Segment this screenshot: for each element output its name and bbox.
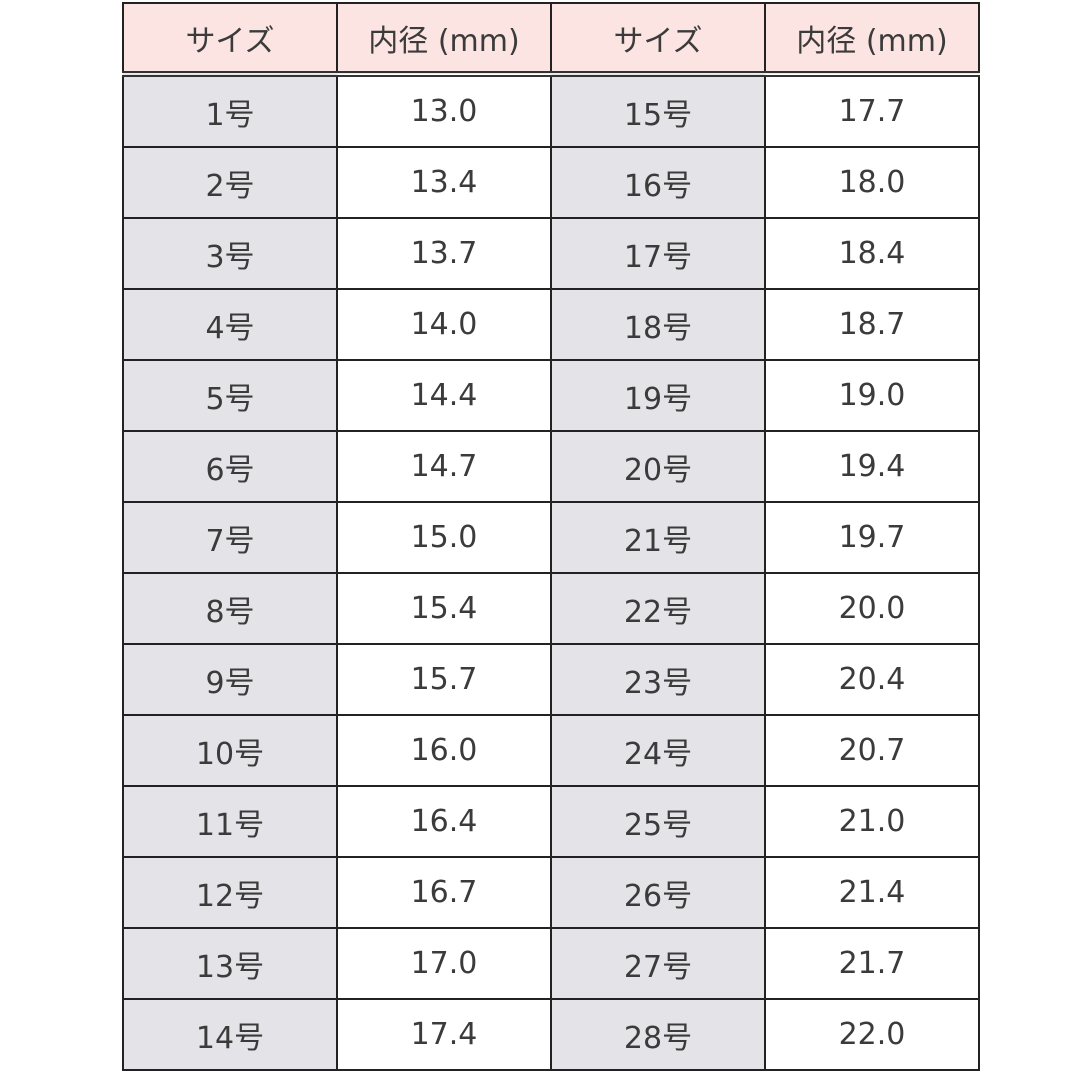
inner-diameter-cell: 19.4	[764, 430, 980, 503]
table-row: 9号 15.7 23号 20.4	[122, 643, 980, 716]
inner-diameter-cell: 15.7	[336, 643, 552, 716]
inner-diameter-cell: 13.7	[336, 217, 552, 290]
table-row: 6号 14.7 20号 19.4	[122, 430, 980, 503]
header-inner-diameter: 内径 (mm)	[336, 2, 552, 77]
inner-diameter-cell: 19.7	[764, 501, 980, 574]
inner-diameter-cell: 16.4	[336, 785, 552, 858]
size-cell: 26号	[550, 856, 766, 929]
table-row: 11号 16.4 25号 21.0	[122, 785, 980, 858]
inner-diameter-cell: 17.0	[336, 927, 552, 1000]
inner-diameter-cell: 14.4	[336, 359, 552, 432]
ring-size-table: サイズ 内径 (mm) サイズ 内径 (mm) 1号 13.0 15号 17.7 2号 1…	[122, 2, 980, 1071]
size-cell: 10号	[122, 714, 338, 787]
size-cell: 1号	[122, 73, 338, 148]
size-cell: 17号	[550, 217, 766, 290]
size-cell: 9号	[122, 643, 338, 716]
size-cell: 12号	[122, 856, 338, 929]
size-cell: 11号	[122, 785, 338, 858]
size-cell: 16号	[550, 146, 766, 219]
size-cell: 2号	[122, 146, 338, 219]
table-row: 8号 15.4 22号 20.0	[122, 572, 980, 645]
inner-diameter-cell: 21.0	[764, 785, 980, 858]
header-row: サイズ 内径 (mm) サイズ 内径 (mm)	[122, 2, 980, 77]
size-cell: 6号	[122, 430, 338, 503]
inner-diameter-cell: 18.7	[764, 288, 980, 361]
size-cell: 3号	[122, 217, 338, 290]
inner-diameter-cell: 20.7	[764, 714, 980, 787]
size-cell: 24号	[550, 714, 766, 787]
inner-diameter-cell: 21.4	[764, 856, 980, 929]
table-row: 12号 16.7 26号 21.4	[122, 856, 980, 929]
inner-diameter-cell: 14.7	[336, 430, 552, 503]
table-row: 2号 13.4 16号 18.0	[122, 146, 980, 219]
inner-diameter-cell: 15.0	[336, 501, 552, 574]
size-cell: 23号	[550, 643, 766, 716]
inner-diameter-cell: 20.4	[764, 643, 980, 716]
inner-diameter-cell: 16.7	[336, 856, 552, 929]
inner-diameter-cell: 21.7	[764, 927, 980, 1000]
size-cell: 22号	[550, 572, 766, 645]
inner-diameter-cell: 18.0	[764, 146, 980, 219]
inner-diameter-cell: 17.7	[764, 73, 980, 148]
size-cell: 28号	[550, 998, 766, 1071]
inner-diameter-cell: 15.4	[336, 572, 552, 645]
size-cell: 15号	[550, 73, 766, 148]
size-cell: 27号	[550, 927, 766, 1000]
size-cell: 14号	[122, 998, 338, 1071]
header-size: サイズ	[550, 2, 766, 77]
size-cell: 4号	[122, 288, 338, 361]
inner-diameter-cell: 16.0	[336, 714, 552, 787]
size-cell: 21号	[550, 501, 766, 574]
size-cell: 5号	[122, 359, 338, 432]
table-row: 3号 13.7 17号 18.4	[122, 217, 980, 290]
size-cell: 19号	[550, 359, 766, 432]
header-size: サイズ	[122, 2, 338, 77]
table-row: 13号 17.0 27号 21.7	[122, 927, 980, 1000]
size-cell: 20号	[550, 430, 766, 503]
inner-diameter-cell: 13.4	[336, 146, 552, 219]
table-row: 7号 15.0 21号 19.7	[122, 501, 980, 574]
table-row: 14号 17.4 28号 22.0	[122, 998, 980, 1071]
inner-diameter-cell: 17.4	[336, 998, 552, 1071]
size-cell: 25号	[550, 785, 766, 858]
table-row: 10号 16.0 24号 20.7	[122, 714, 980, 787]
table-row: 4号 14.0 18号 18.7	[122, 288, 980, 361]
size-cell: 7号	[122, 501, 338, 574]
table-row: 5号 14.4 19号 19.0	[122, 359, 980, 432]
size-cell: 13号	[122, 927, 338, 1000]
size-cell: 18号	[550, 288, 766, 361]
inner-diameter-cell: 13.0	[336, 73, 552, 148]
inner-diameter-cell: 20.0	[764, 572, 980, 645]
inner-diameter-cell: 18.4	[764, 217, 980, 290]
header-inner-diameter: 内径 (mm)	[764, 2, 980, 77]
inner-diameter-cell: 22.0	[764, 998, 980, 1071]
size-cell: 8号	[122, 572, 338, 645]
inner-diameter-cell: 14.0	[336, 288, 552, 361]
inner-diameter-cell: 19.0	[764, 359, 980, 432]
table-row: 1号 13.0 15号 17.7	[122, 73, 980, 148]
